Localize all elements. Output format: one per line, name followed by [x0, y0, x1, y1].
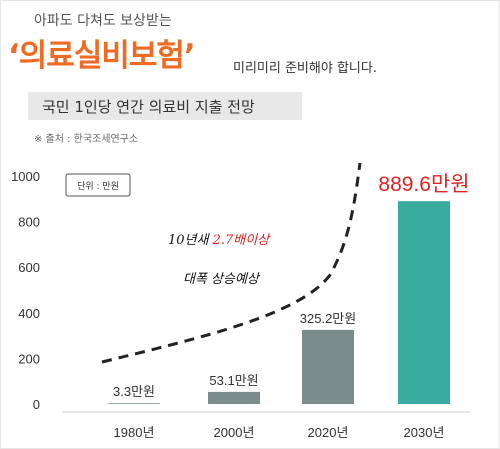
y-tick-label: 800 [18, 215, 40, 230]
bar-2030년 [398, 201, 450, 404]
x-tick-label: 2000년 [214, 425, 255, 440]
bar-2000년 [208, 391, 260, 404]
data-label: 53.1만원 [209, 373, 258, 388]
y-axis: 0 200 400 600 800 1000 [11, 169, 40, 412]
annotation-growth-highlight: 2.7배이상 [212, 233, 272, 248]
y-tick-label: 200 [18, 351, 40, 366]
subtitle: 국민 1인당 연간 의료비 지출 전망 [42, 98, 255, 116]
data-label: 889.6만원 [378, 173, 469, 196]
annotation-rise: 대폭 상승예상 [183, 272, 261, 287]
headline-suffix: 미리미리 준비해야 합니다. [233, 61, 377, 76]
headline: ‘의료실비보험’ [8, 38, 196, 74]
data-label: 3.3만원 [113, 384, 155, 399]
subtitle-box [28, 92, 302, 120]
annotation-growth: 10년새 2.7배이상 [168, 233, 271, 248]
y-tick-label: 600 [18, 260, 40, 275]
data-label: 325.2만원 [300, 311, 356, 326]
x-tick-label: 1980년 [114, 425, 155, 440]
unit-label: 단위 : 만원 [77, 181, 119, 192]
annotation-growth-prefix: 10년새 [168, 233, 213, 248]
bars-group [108, 201, 450, 404]
lead-text: 아파도 다쳐도 보상받는 [34, 13, 172, 29]
trend-line [101, 162, 362, 364]
x-tick-label: 2020년 [308, 425, 349, 440]
unit-box [65, 173, 131, 197]
y-tick-label: 0 [33, 397, 40, 412]
x-axis: 1980년 2000년 2020년 2030년 [114, 425, 445, 440]
bar-1980년 [108, 403, 160, 404]
y-tick-label: 400 [18, 306, 40, 321]
bar-2020년 [302, 329, 354, 404]
x-tick-label: 2030년 [404, 425, 445, 440]
y-tick-label: 1000 [11, 169, 40, 184]
source-note: ※ 출처 : 한국조세연구소 [34, 134, 139, 145]
data-labels-group: 3.3만원 53.1만원 325.2만원 889.6만원 [113, 173, 470, 399]
